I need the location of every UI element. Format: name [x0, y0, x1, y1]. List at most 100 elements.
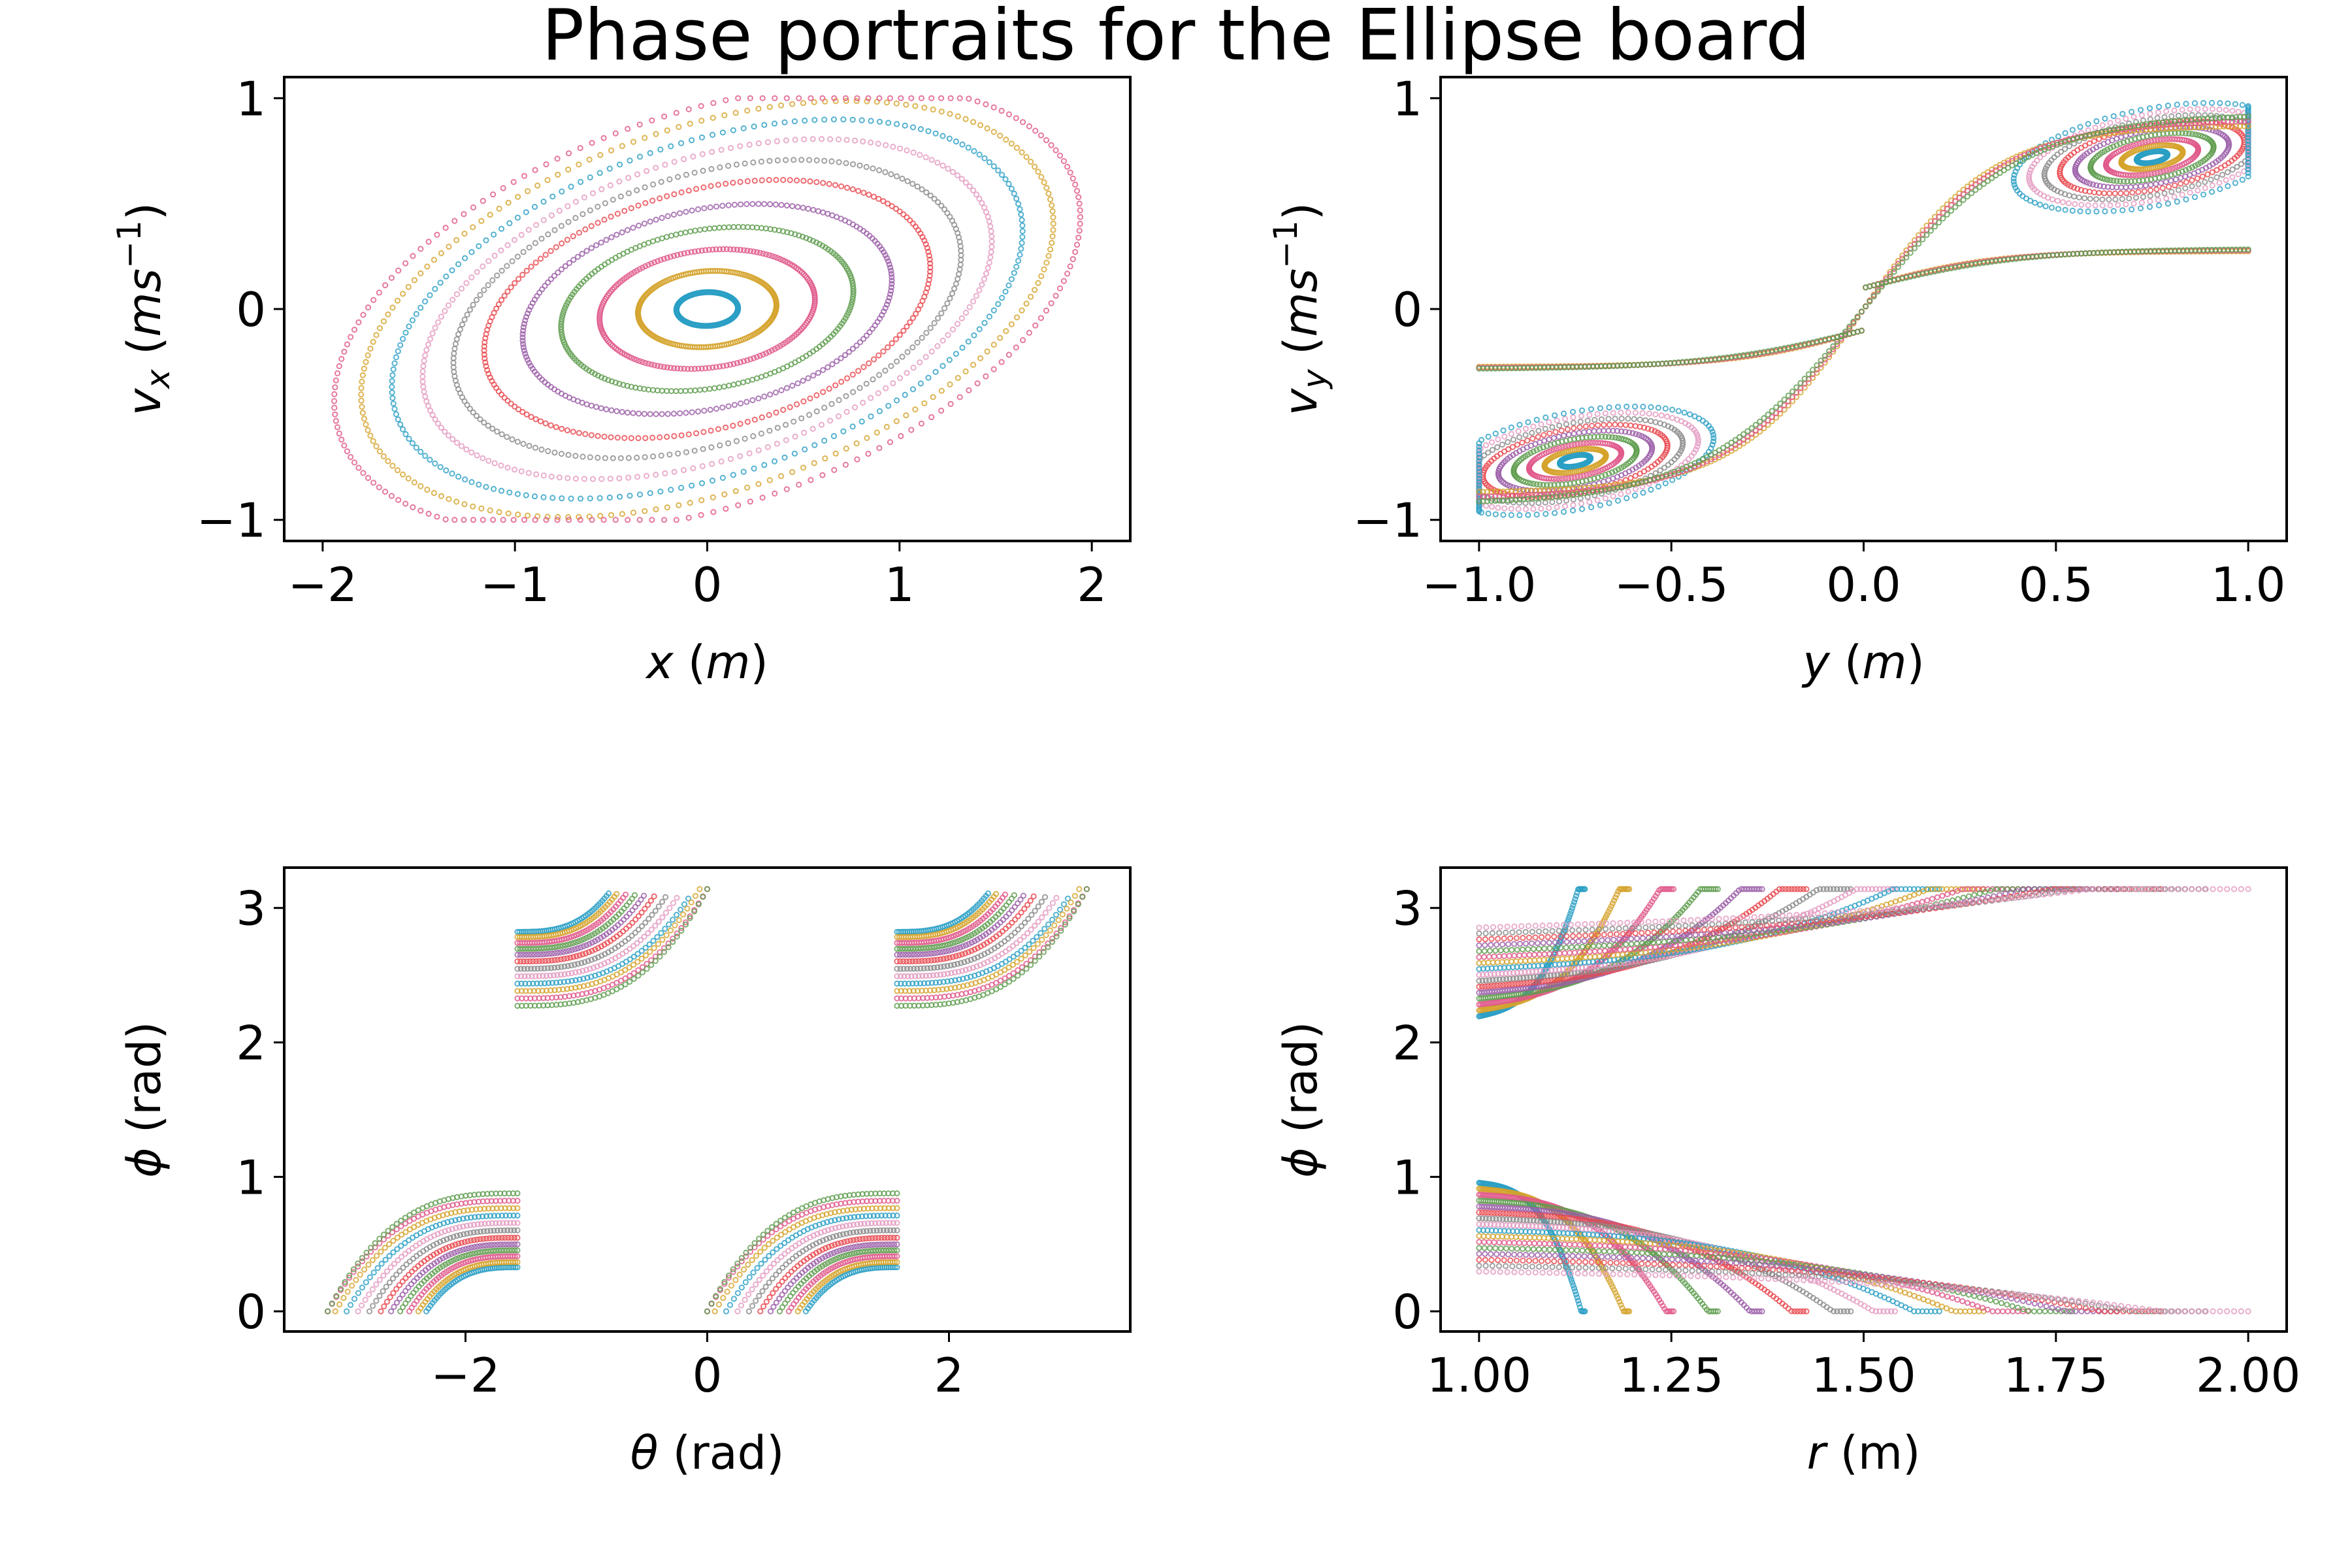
data-point: [1535, 427, 1542, 434]
data-point: [723, 246, 730, 252]
data-point: [764, 139, 772, 146]
data-point: [664, 127, 670, 134]
data-point: [941, 305, 948, 312]
data-point: [2131, 172, 2137, 178]
data-point: [376, 325, 384, 331]
data-point: [602, 200, 609, 206]
data-point: [1972, 187, 1979, 193]
data-point: [532, 240, 539, 246]
data-point: [367, 346, 374, 352]
data-point: [671, 253, 678, 259]
data-point: [365, 352, 371, 359]
data-point: [986, 259, 992, 266]
data-point: [2089, 181, 2097, 188]
data-point: [738, 400, 744, 407]
data-point: [601, 216, 608, 223]
data-point: [832, 382, 839, 389]
data-point: [771, 458, 778, 465]
data-point: [938, 387, 945, 394]
data-point: [666, 176, 673, 183]
data-point: [2119, 196, 2125, 203]
data-point: [2186, 130, 2193, 137]
data-point: [1563, 481, 1569, 487]
data-point: [607, 182, 613, 189]
data-point: [647, 411, 653, 417]
data-point: [2148, 187, 2154, 193]
data-point: [437, 464, 444, 470]
data-point: [603, 406, 610, 413]
data-point: [2179, 106, 2185, 113]
data-point: [1018, 211, 1024, 218]
data-point: [1586, 412, 1593, 418]
data-point: [385, 458, 391, 465]
data-point: [1492, 511, 1499, 517]
data-point: [515, 276, 522, 282]
data-point: [667, 365, 674, 371]
data-point: [988, 238, 995, 245]
data-point: [987, 254, 994, 261]
y-tick-label: 1: [236, 71, 266, 126]
data-point: [850, 293, 857, 300]
data-point: [698, 247, 705, 254]
data-point: [445, 432, 452, 439]
data-point: [1622, 477, 1629, 483]
data-point: [1013, 314, 1021, 321]
data-point: [642, 200, 649, 206]
data-point: [579, 250, 585, 257]
data-point: [395, 497, 402, 503]
data-point: [796, 482, 802, 488]
data-point: [1695, 434, 1701, 441]
data-point: [1594, 497, 1601, 504]
data-point: [612, 517, 619, 523]
data-point: [692, 227, 698, 234]
data-point: [405, 475, 412, 482]
data-point: [2189, 112, 2195, 118]
data-point: [1476, 485, 1482, 492]
data-point: [2165, 184, 2172, 190]
data-point: [1019, 228, 1026, 235]
data-point: [1757, 424, 1763, 431]
data-point: [2210, 145, 2217, 152]
data-point: [1559, 444, 1565, 451]
data-point: [875, 140, 881, 147]
data-point: [587, 174, 593, 181]
data-point: [689, 207, 695, 214]
data-point: [515, 512, 521, 518]
data-point: [1540, 482, 1546, 488]
data-point: [1612, 416, 1618, 422]
data-point: [540, 217, 547, 223]
data-point: [1571, 425, 1577, 432]
data-point: [1064, 270, 1071, 277]
data-point: [2136, 178, 2142, 184]
data-point: [647, 218, 653, 225]
data-point: [424, 263, 431, 270]
data-point: [670, 211, 678, 218]
data-point: [815, 370, 821, 376]
data-point: [766, 157, 773, 164]
data-point: [555, 514, 561, 521]
data-point: [2026, 170, 2033, 176]
data-point: [570, 233, 576, 240]
data-point: [645, 261, 652, 268]
data-point: [498, 391, 505, 398]
data-point: [421, 357, 427, 364]
data-point: [1026, 329, 1033, 336]
data-point: [1952, 204, 1959, 210]
data-point: [1476, 479, 1482, 485]
data-point: [1797, 380, 1804, 386]
series-orbit: [481, 176, 934, 442]
data-point: [598, 374, 605, 380]
data-point: [971, 332, 977, 338]
data-point: [642, 508, 648, 514]
data-point: [874, 429, 880, 436]
data-point: [1032, 127, 1039, 134]
data-point: [744, 357, 751, 364]
data-point: [461, 231, 468, 237]
data-point: [735, 223, 742, 230]
data-point: [710, 100, 717, 106]
data-point: [453, 237, 460, 244]
data-point: [2168, 136, 2176, 142]
data-point: [358, 385, 365, 391]
series-orbit: [634, 268, 780, 351]
data-point: [927, 192, 934, 199]
